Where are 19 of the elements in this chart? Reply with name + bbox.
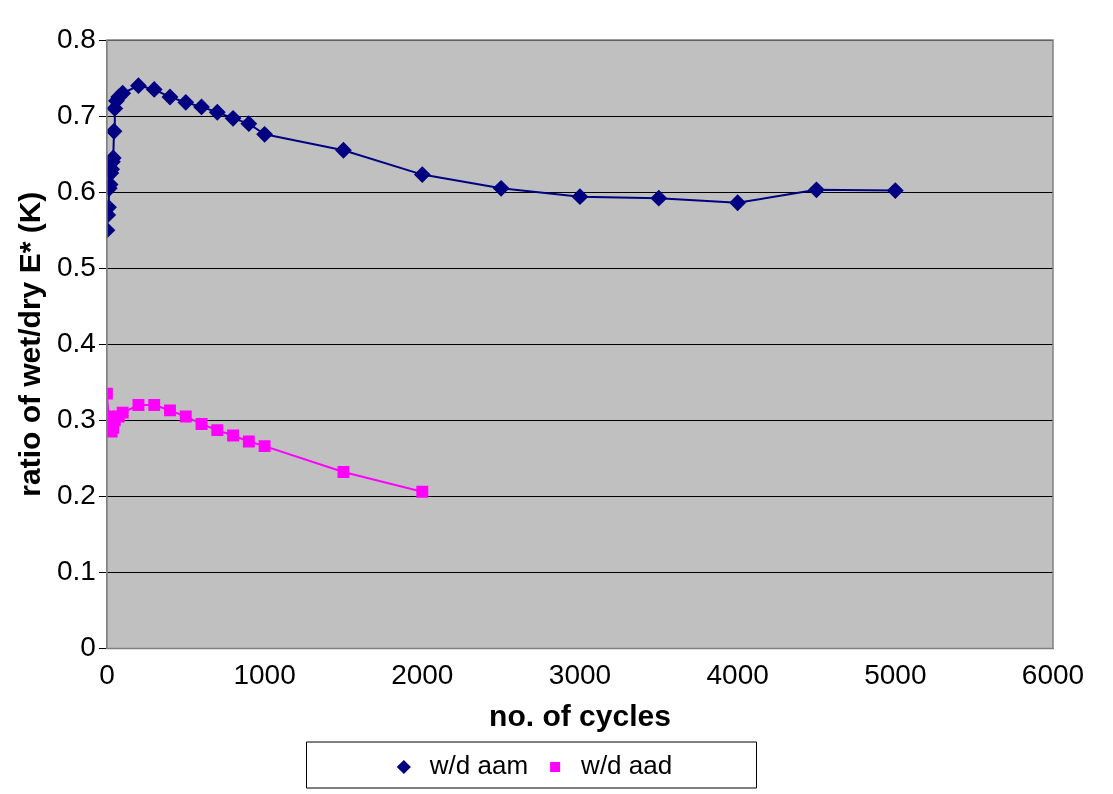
x-tick-label: 1000 (233, 658, 296, 690)
y-tick-label: 0 (80, 631, 96, 663)
y-tick-label: 0.6 (56, 174, 96, 206)
legend-label: w/d aad (580, 750, 673, 781)
y-axis-title: ratio of wet/dry E* (K) (13, 191, 47, 497)
x-tick-label: 6000 (1021, 658, 1085, 690)
y-tick-label: 0.4 (56, 326, 96, 358)
x-tick-label: 2000 (391, 658, 454, 690)
legend-label: w/d aam (428, 750, 529, 781)
x-axis-title: no. of cycles (489, 699, 671, 733)
x-tick-label: 5000 (864, 658, 927, 690)
y-tick-label: 0.1 (56, 555, 96, 587)
y-tick-label: 0.3 (56, 402, 96, 434)
y-tick-label: 0.2 (56, 479, 96, 511)
y-tick-label: 0.7 (56, 98, 96, 130)
x-tick-label: 3000 (548, 658, 612, 690)
x-tick-label: 4000 (706, 658, 769, 690)
y-tick-label: 0.5 (56, 250, 96, 282)
y-tick-label: 0.8 (56, 22, 96, 54)
